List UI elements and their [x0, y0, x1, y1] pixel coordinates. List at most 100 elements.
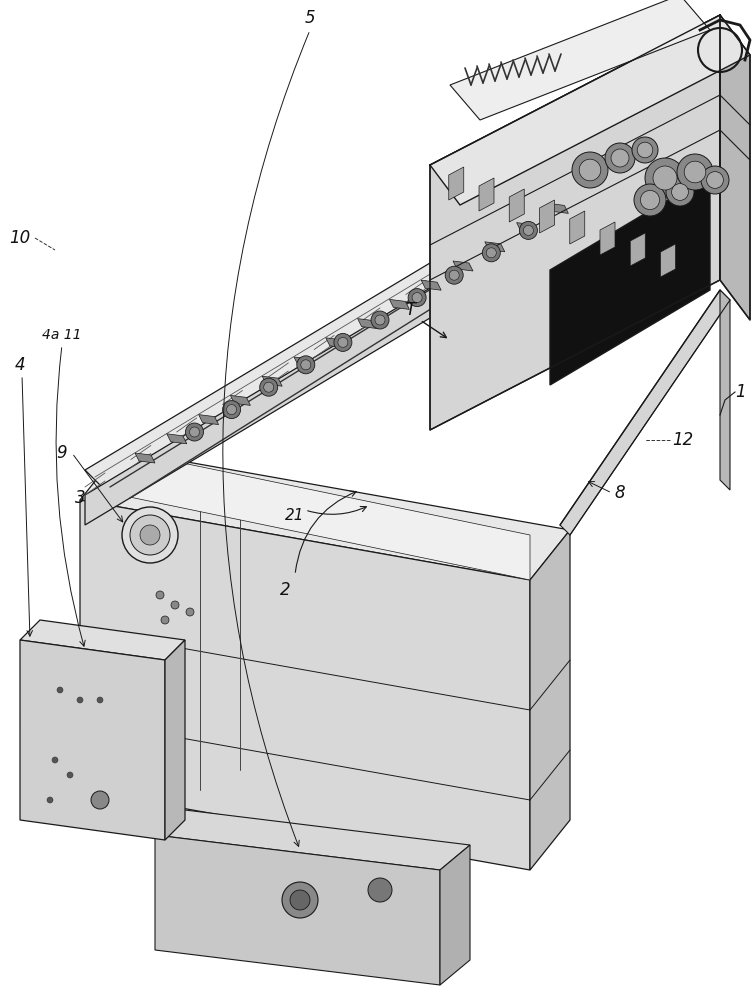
Text: 4a 11: 4a 11 [42, 328, 82, 342]
Circle shape [140, 525, 160, 545]
Polygon shape [548, 203, 569, 213]
Circle shape [222, 401, 240, 419]
Circle shape [523, 225, 534, 235]
Polygon shape [85, 140, 660, 495]
Circle shape [186, 608, 194, 616]
Polygon shape [167, 434, 187, 444]
Polygon shape [80, 450, 570, 580]
Circle shape [282, 882, 318, 918]
Polygon shape [199, 415, 218, 425]
Circle shape [666, 178, 694, 206]
Polygon shape [440, 845, 470, 985]
Text: T: T [405, 301, 415, 319]
Circle shape [519, 221, 538, 239]
Text: 5: 5 [305, 9, 315, 27]
Polygon shape [516, 223, 537, 233]
Polygon shape [635, 140, 660, 195]
Circle shape [334, 333, 352, 351]
Text: 3: 3 [75, 489, 85, 507]
Circle shape [77, 697, 83, 703]
Circle shape [579, 159, 601, 181]
Circle shape [640, 190, 659, 210]
Polygon shape [453, 261, 473, 271]
Polygon shape [485, 242, 505, 252]
Polygon shape [120, 450, 530, 580]
Circle shape [47, 797, 53, 803]
Circle shape [449, 270, 459, 280]
Circle shape [297, 356, 314, 374]
Circle shape [684, 161, 706, 183]
Circle shape [671, 184, 689, 200]
Polygon shape [389, 299, 410, 309]
Polygon shape [631, 233, 646, 266]
Circle shape [482, 244, 500, 262]
Circle shape [260, 378, 277, 396]
Polygon shape [85, 165, 635, 525]
Circle shape [572, 152, 608, 188]
Circle shape [338, 337, 348, 347]
Circle shape [412, 293, 422, 303]
Polygon shape [155, 810, 470, 870]
Polygon shape [570, 211, 584, 244]
Circle shape [171, 601, 179, 609]
Polygon shape [720, 15, 750, 320]
Circle shape [375, 315, 385, 325]
Circle shape [605, 143, 635, 173]
Polygon shape [20, 620, 185, 660]
Circle shape [368, 878, 392, 902]
Polygon shape [165, 640, 185, 840]
Polygon shape [720, 290, 730, 490]
Circle shape [707, 172, 723, 188]
Circle shape [634, 184, 666, 216]
Circle shape [91, 791, 109, 809]
Circle shape [486, 248, 496, 258]
Polygon shape [430, 15, 750, 205]
Circle shape [227, 405, 237, 415]
Circle shape [445, 266, 463, 284]
Polygon shape [530, 530, 570, 870]
Circle shape [611, 149, 629, 167]
Polygon shape [20, 640, 165, 840]
Circle shape [632, 137, 658, 163]
Polygon shape [560, 290, 730, 535]
Polygon shape [421, 280, 442, 290]
Circle shape [97, 697, 103, 703]
Text: 2: 2 [280, 581, 290, 599]
Circle shape [301, 360, 311, 370]
Polygon shape [550, 175, 710, 385]
Text: 12: 12 [672, 431, 693, 449]
Polygon shape [294, 357, 314, 367]
Text: 10: 10 [9, 229, 31, 247]
Polygon shape [326, 338, 345, 348]
Polygon shape [449, 167, 463, 200]
Circle shape [653, 166, 677, 190]
Circle shape [264, 382, 274, 392]
Polygon shape [262, 376, 282, 386]
Text: 1: 1 [735, 383, 745, 401]
Text: 9: 9 [57, 444, 67, 462]
Polygon shape [540, 200, 554, 233]
Polygon shape [231, 395, 250, 405]
Circle shape [290, 890, 310, 910]
Polygon shape [661, 244, 676, 277]
Circle shape [701, 166, 729, 194]
Polygon shape [479, 178, 494, 211]
Polygon shape [155, 835, 440, 985]
Circle shape [637, 142, 652, 158]
Circle shape [130, 515, 170, 555]
Text: 4: 4 [14, 356, 25, 374]
Polygon shape [450, 0, 710, 120]
Circle shape [57, 687, 63, 693]
Circle shape [161, 616, 169, 624]
Circle shape [67, 772, 73, 778]
Polygon shape [600, 222, 615, 255]
Circle shape [677, 154, 713, 190]
Circle shape [52, 757, 58, 763]
Polygon shape [80, 500, 530, 870]
Polygon shape [510, 189, 524, 222]
Polygon shape [135, 453, 155, 463]
Circle shape [185, 423, 203, 441]
Circle shape [190, 427, 200, 437]
Circle shape [371, 311, 389, 329]
Text: 8: 8 [615, 484, 625, 502]
